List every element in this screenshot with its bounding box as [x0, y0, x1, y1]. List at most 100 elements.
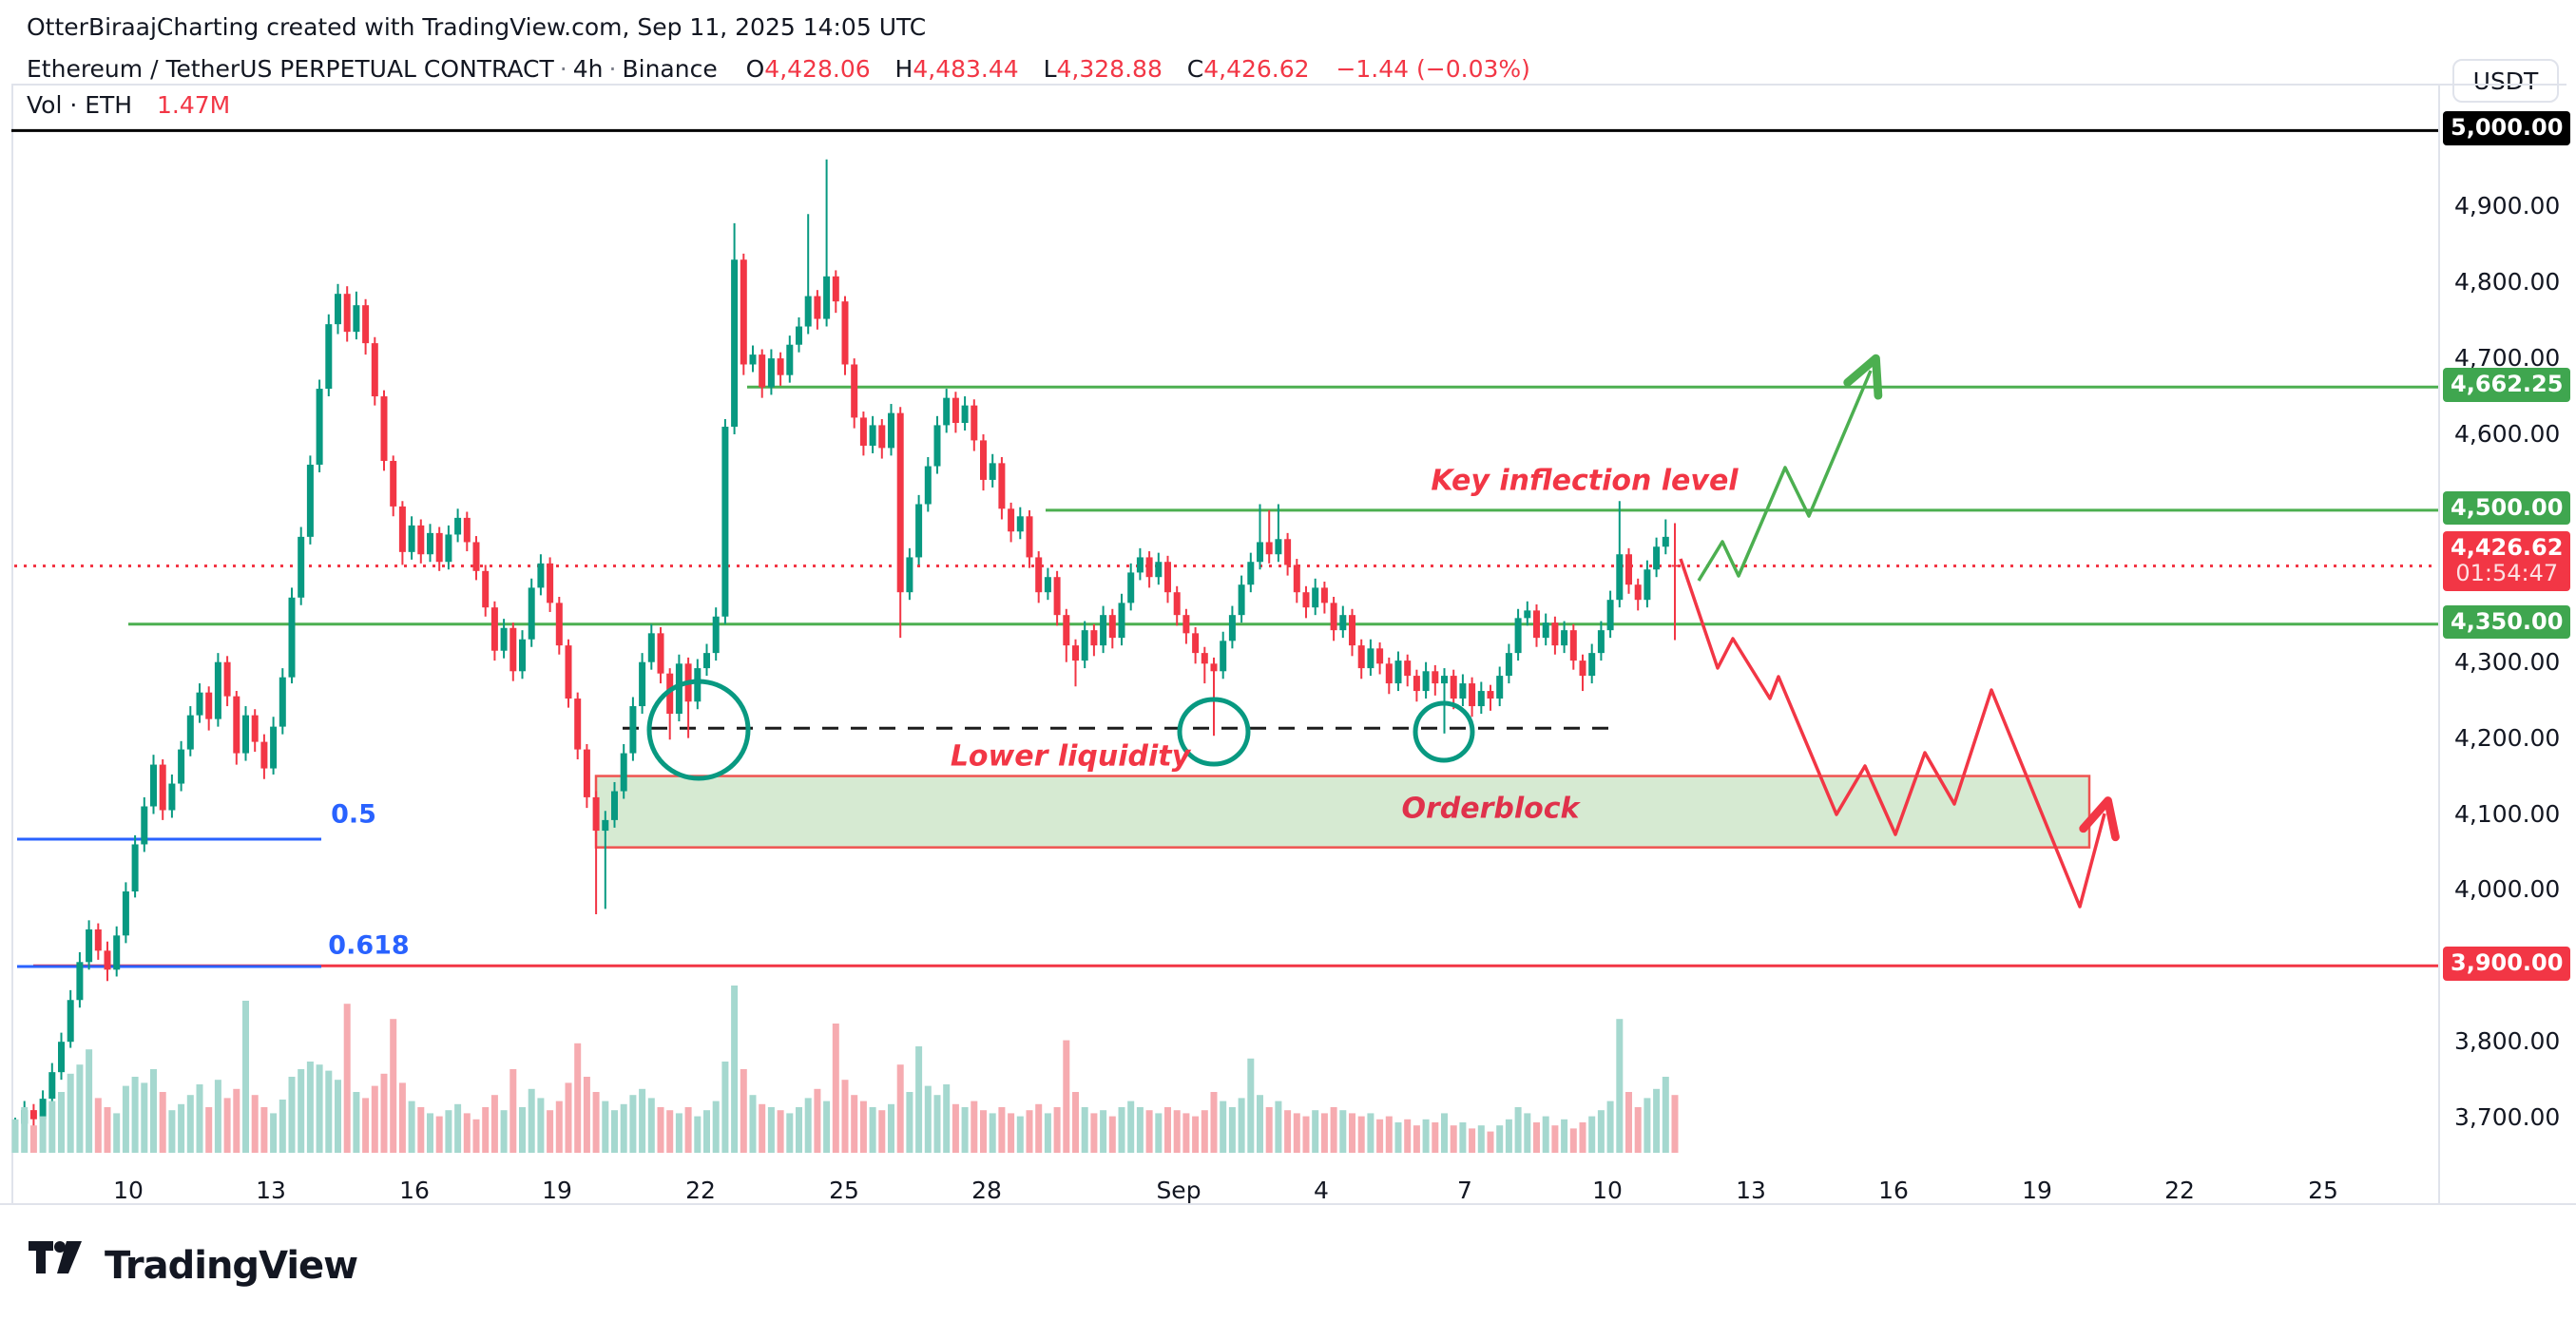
candle-body — [380, 396, 388, 461]
candle-body — [1367, 648, 1375, 669]
tradingview-logo-icon — [29, 1241, 82, 1273]
candle-body — [1081, 630, 1088, 661]
volume-bar — [1662, 1077, 1669, 1153]
liquidity-circle-1[interactable] — [646, 679, 751, 781]
candle-body — [196, 692, 203, 716]
candle-body — [1469, 683, 1476, 707]
candle-body — [1394, 660, 1402, 684]
bullish-projection-path[interactable] — [1697, 354, 1883, 582]
volume-bar — [1201, 1110, 1208, 1153]
volume-bar — [759, 1103, 766, 1153]
candle-body — [1339, 615, 1347, 631]
chart-frame-bottom — [0, 1203, 2576, 1205]
candle-body — [1155, 562, 1163, 578]
symbol-title[interactable]: Ethereum / TetherUS PERPETUAL CONTRACT — [27, 55, 554, 83]
key-inflection-label[interactable]: Key inflection level — [1431, 464, 1739, 498]
volume-bar — [804, 1098, 812, 1153]
interval-label[interactable]: 4h — [572, 55, 604, 83]
price-axis-divider[interactable] — [2438, 84, 2440, 1205]
volume-bar — [703, 1110, 710, 1153]
volume-bar — [472, 1119, 480, 1153]
volume-bar — [1450, 1125, 1457, 1153]
time-tick-28: 28 — [971, 1177, 1002, 1204]
candle-body — [1108, 615, 1116, 639]
volume-bar — [980, 1110, 987, 1153]
lower-liquidity-label[interactable]: Lower liquidity — [950, 739, 1191, 774]
orderblock-label[interactable]: Orderblock — [1401, 792, 1580, 826]
bearish-projection-path[interactable] — [1679, 558, 2120, 909]
candle-body — [602, 819, 609, 832]
candle-body — [777, 358, 784, 375]
candle-body — [445, 534, 452, 563]
volume-bar — [547, 1110, 554, 1153]
volume-bar — [961, 1107, 969, 1153]
time-tick-25: 25 — [2308, 1177, 2338, 1204]
liquidity-circle-3[interactable] — [1413, 700, 1475, 763]
candle-body — [159, 764, 166, 811]
candle-body — [1201, 653, 1208, 664]
volume-bar — [1634, 1107, 1642, 1153]
candle-body — [1257, 542, 1263, 563]
volume-bar — [306, 1062, 314, 1153]
candle-body — [1450, 676, 1457, 699]
candle-body — [712, 616, 720, 654]
candle-body — [1145, 557, 1153, 578]
candle-body — [740, 259, 747, 365]
candle-body — [592, 796, 600, 832]
volume-bar — [1257, 1095, 1263, 1153]
volume-bar — [1118, 1107, 1125, 1153]
volume-bar — [398, 1082, 406, 1153]
liquidity-circle-2[interactable] — [1177, 697, 1251, 767]
candle-body — [435, 532, 443, 563]
volume-bar — [343, 1004, 351, 1153]
candle-body — [463, 517, 471, 543]
candle-body — [1293, 565, 1300, 593]
candle-body — [1072, 645, 1079, 661]
candle-body — [1275, 539, 1282, 555]
volume-bar — [1579, 1122, 1586, 1153]
open-label: O — [745, 55, 765, 83]
volume-bar — [620, 1103, 627, 1153]
fib-0.5-label[interactable]: 0.5 — [331, 799, 376, 830]
candle-body — [878, 425, 886, 449]
volume-bar — [196, 1084, 203, 1153]
volume-bar — [933, 1095, 941, 1153]
volume-bar — [1349, 1113, 1355, 1153]
volume-bar — [1533, 1122, 1540, 1153]
candle-body — [1302, 592, 1310, 608]
candle-body — [1385, 663, 1393, 684]
candle-body — [767, 358, 775, 388]
candle-body — [906, 557, 913, 593]
volume-bar — [1597, 1110, 1605, 1153]
orderblock-zone[interactable] — [594, 775, 2091, 849]
candle-body — [260, 741, 268, 769]
candle-body — [1551, 622, 1559, 646]
volume-bar — [869, 1107, 876, 1153]
volume-bar — [113, 1113, 121, 1153]
countdown-timer: 01:54:47 — [2455, 560, 2559, 587]
volume-bar — [1081, 1107, 1088, 1153]
volume-bar — [1524, 1113, 1531, 1153]
volume-label[interactable]: Vol · ETH — [27, 91, 133, 119]
candle-body — [1625, 554, 1632, 585]
volume-bar — [1514, 1107, 1522, 1153]
separator-dot: · — [608, 55, 617, 83]
volume-bar — [1357, 1116, 1365, 1153]
candle-body — [547, 563, 554, 603]
volume-bar — [298, 1069, 305, 1153]
volume-bar — [251, 1095, 259, 1153]
candle-body — [472, 542, 480, 571]
currency-toggle-button[interactable]: USDT — [2452, 59, 2559, 103]
change-value: −1.44 (−0.03%) — [1336, 55, 1530, 83]
tradingview-logo[interactable]: TradingView — [29, 1241, 358, 1291]
volume-bar — [435, 1116, 443, 1153]
volume-bar — [1561, 1119, 1568, 1153]
volume-bar — [1394, 1122, 1402, 1153]
volume-bar — [1422, 1119, 1430, 1153]
volume-bar — [851, 1095, 858, 1153]
fib-0.618-label[interactable]: 0.618 — [328, 930, 410, 961]
volume-bar — [76, 1064, 84, 1153]
candle-body — [1136, 557, 1144, 573]
volume-bar — [1671, 1095, 1679, 1153]
